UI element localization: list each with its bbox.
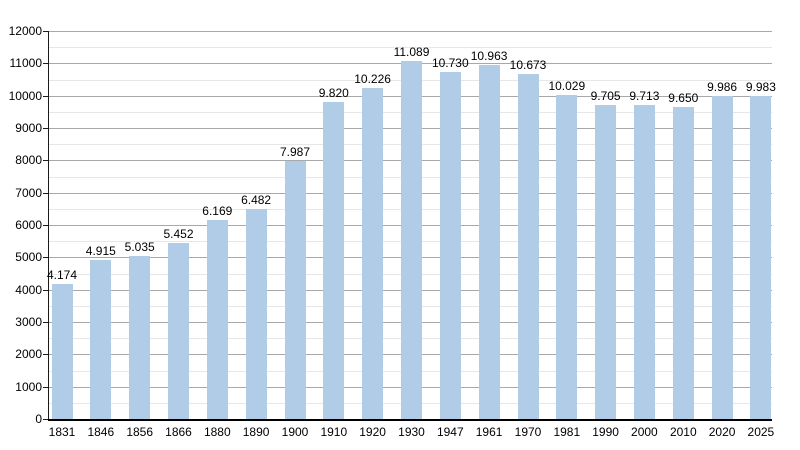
bar [245, 209, 267, 419]
bar-value-label: 4.174 [46, 268, 78, 282]
bar-value-label: 6.482 [241, 193, 272, 208]
bar-value-label: 9.983 [745, 80, 776, 95]
bar-value-label: 10.963 [470, 48, 508, 63]
y-tick-label: 6000 [15, 218, 42, 232]
x-tick-label: 1866 [165, 425, 192, 439]
x-tick-label: 1920 [359, 425, 386, 439]
x-tick-label: 1846 [87, 425, 115, 439]
bar-value-label: 9.650 [668, 91, 699, 105]
x-tick-label: 1947 [436, 425, 464, 439]
gridline-minor [48, 47, 772, 49]
x-tick-label: 1890 [242, 425, 270, 439]
y-tick-label: 12000 [8, 24, 42, 38]
x-tick-label: 1970 [514, 425, 542, 439]
bar [439, 72, 461, 419]
bar [633, 104, 655, 419]
bar-value-label: 9.713 [629, 88, 660, 103]
x-tick-label: 1880 [203, 425, 231, 439]
bar [401, 60, 422, 419]
bar [168, 242, 189, 419]
y-tick-label: 4000 [15, 282, 42, 297]
bar [711, 96, 733, 419]
y-tick-label: 0 [35, 412, 42, 426]
x-tick-label: 2000 [631, 425, 658, 439]
bar [672, 107, 694, 419]
bar-value-label: 5.452 [163, 226, 194, 241]
y-axis-tick [43, 225, 48, 226]
y-axis-tick [43, 419, 48, 420]
y-axis-tick [43, 160, 48, 162]
bar-value-label: 9.986 [707, 80, 738, 95]
bar [556, 94, 578, 419]
x-axis [48, 419, 772, 421]
bar [284, 160, 306, 419]
bar [478, 64, 500, 419]
y-tick-label: 10000 [8, 88, 42, 103]
bar [595, 105, 617, 419]
x-tick-label: 1831 [48, 425, 76, 439]
bar [750, 96, 772, 419]
bar [90, 260, 112, 419]
bar-value-label: 10.730 [431, 56, 469, 71]
bar-value-label: 6.169 [202, 203, 233, 218]
bar-value-label: 9.705 [590, 89, 621, 104]
x-tick-label: 2025 [747, 425, 775, 439]
y-axis-tick [43, 31, 48, 32]
x-tick-label: 1981 [553, 425, 581, 439]
bar [206, 219, 228, 419]
bar [51, 284, 73, 419]
y-tick-label: 11000 [9, 56, 42, 71]
x-tick-label: 1930 [398, 425, 425, 439]
x-tick-label: 1910 [320, 425, 348, 439]
y-tick-label: 9000 [15, 121, 42, 135]
bar-value-label: 7.987 [279, 144, 311, 159]
bar [129, 256, 151, 419]
y-tick-label: 8000 [15, 153, 42, 168]
y-axis-tick [43, 192, 48, 194]
x-tick-label: 1856 [126, 425, 154, 439]
bar-value-label: 10.029 [548, 78, 586, 93]
y-axis [48, 31, 49, 421]
bar-value-label: 10.673 [509, 57, 547, 72]
y-tick-label: 2000 [15, 347, 42, 362]
bar-value-label: 9.820 [318, 85, 349, 100]
y-tick-label: 3000 [15, 315, 42, 329]
bar [323, 101, 345, 419]
y-axis-tick [43, 128, 48, 129]
bar-value-label: 4.915 [85, 244, 116, 259]
y-axis-tick [43, 63, 48, 65]
y-axis-tick [43, 95, 48, 97]
y-tick-label: 1000 [15, 379, 42, 394]
bar-value-label: 11.089 [393, 44, 430, 59]
bar-value-label: 10.226 [354, 72, 391, 87]
y-axis-tick [43, 354, 48, 356]
x-tick-label: 2020 [708, 425, 736, 439]
x-tick-label: 2010 [669, 425, 697, 439]
y-axis-tick [43, 289, 48, 291]
y-axis-tick [43, 257, 48, 259]
gridline-major [48, 31, 772, 32]
y-tick-label: 7000 [15, 185, 42, 200]
x-tick-label: 1961 [475, 425, 503, 439]
x-tick-label: 1900 [281, 425, 309, 439]
bar-value-label: 5.035 [124, 240, 155, 255]
bar [362, 88, 384, 419]
x-tick-label: 1990 [592, 425, 619, 439]
y-axis-tick [43, 322, 48, 323]
bar [517, 73, 539, 419]
y-axis-tick [43, 386, 48, 388]
y-tick-label: 5000 [15, 250, 42, 265]
